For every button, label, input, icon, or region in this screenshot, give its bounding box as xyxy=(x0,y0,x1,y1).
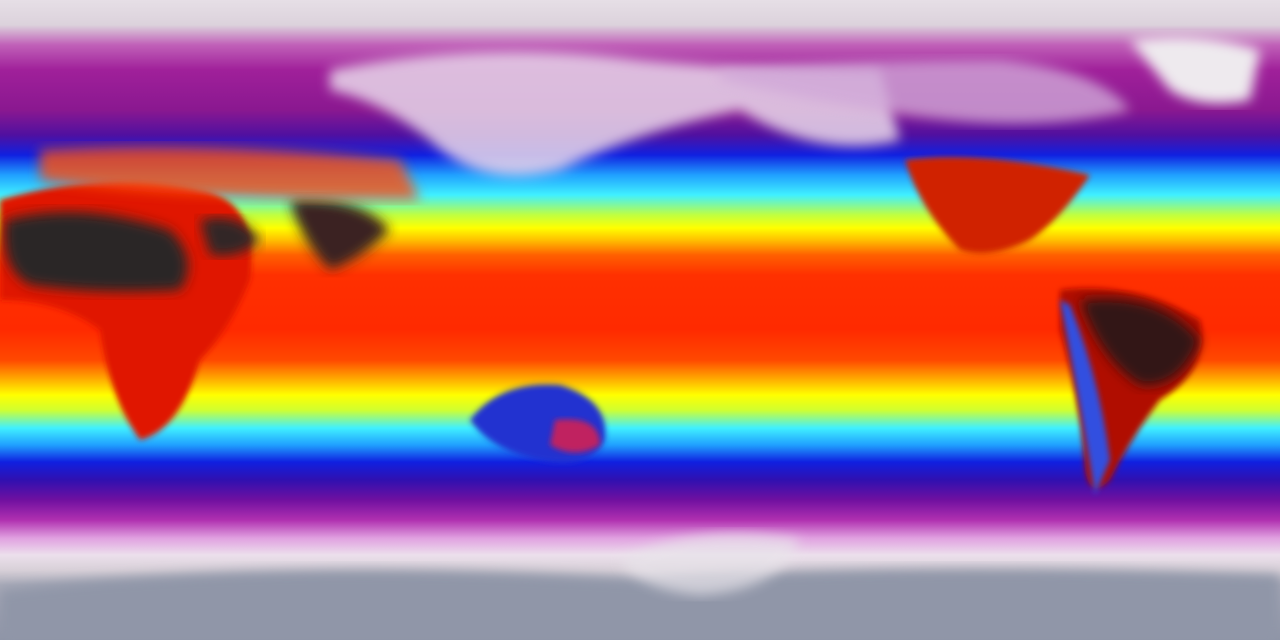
amazon-dark xyxy=(1080,298,1200,386)
sahara-dark xyxy=(4,212,189,292)
andes-cold xyxy=(1060,300,1110,495)
australia-southeast xyxy=(550,419,600,453)
arabia-dark xyxy=(200,217,260,256)
greenland-cold xyxy=(1130,36,1260,104)
north-america-warm xyxy=(905,157,1090,254)
india-dark xyxy=(290,199,390,270)
antarctica-coast-white xyxy=(620,533,800,595)
north-america-north-cold xyxy=(720,60,1130,124)
antarctica xyxy=(0,568,1280,640)
central-asia-warm xyxy=(40,146,420,200)
